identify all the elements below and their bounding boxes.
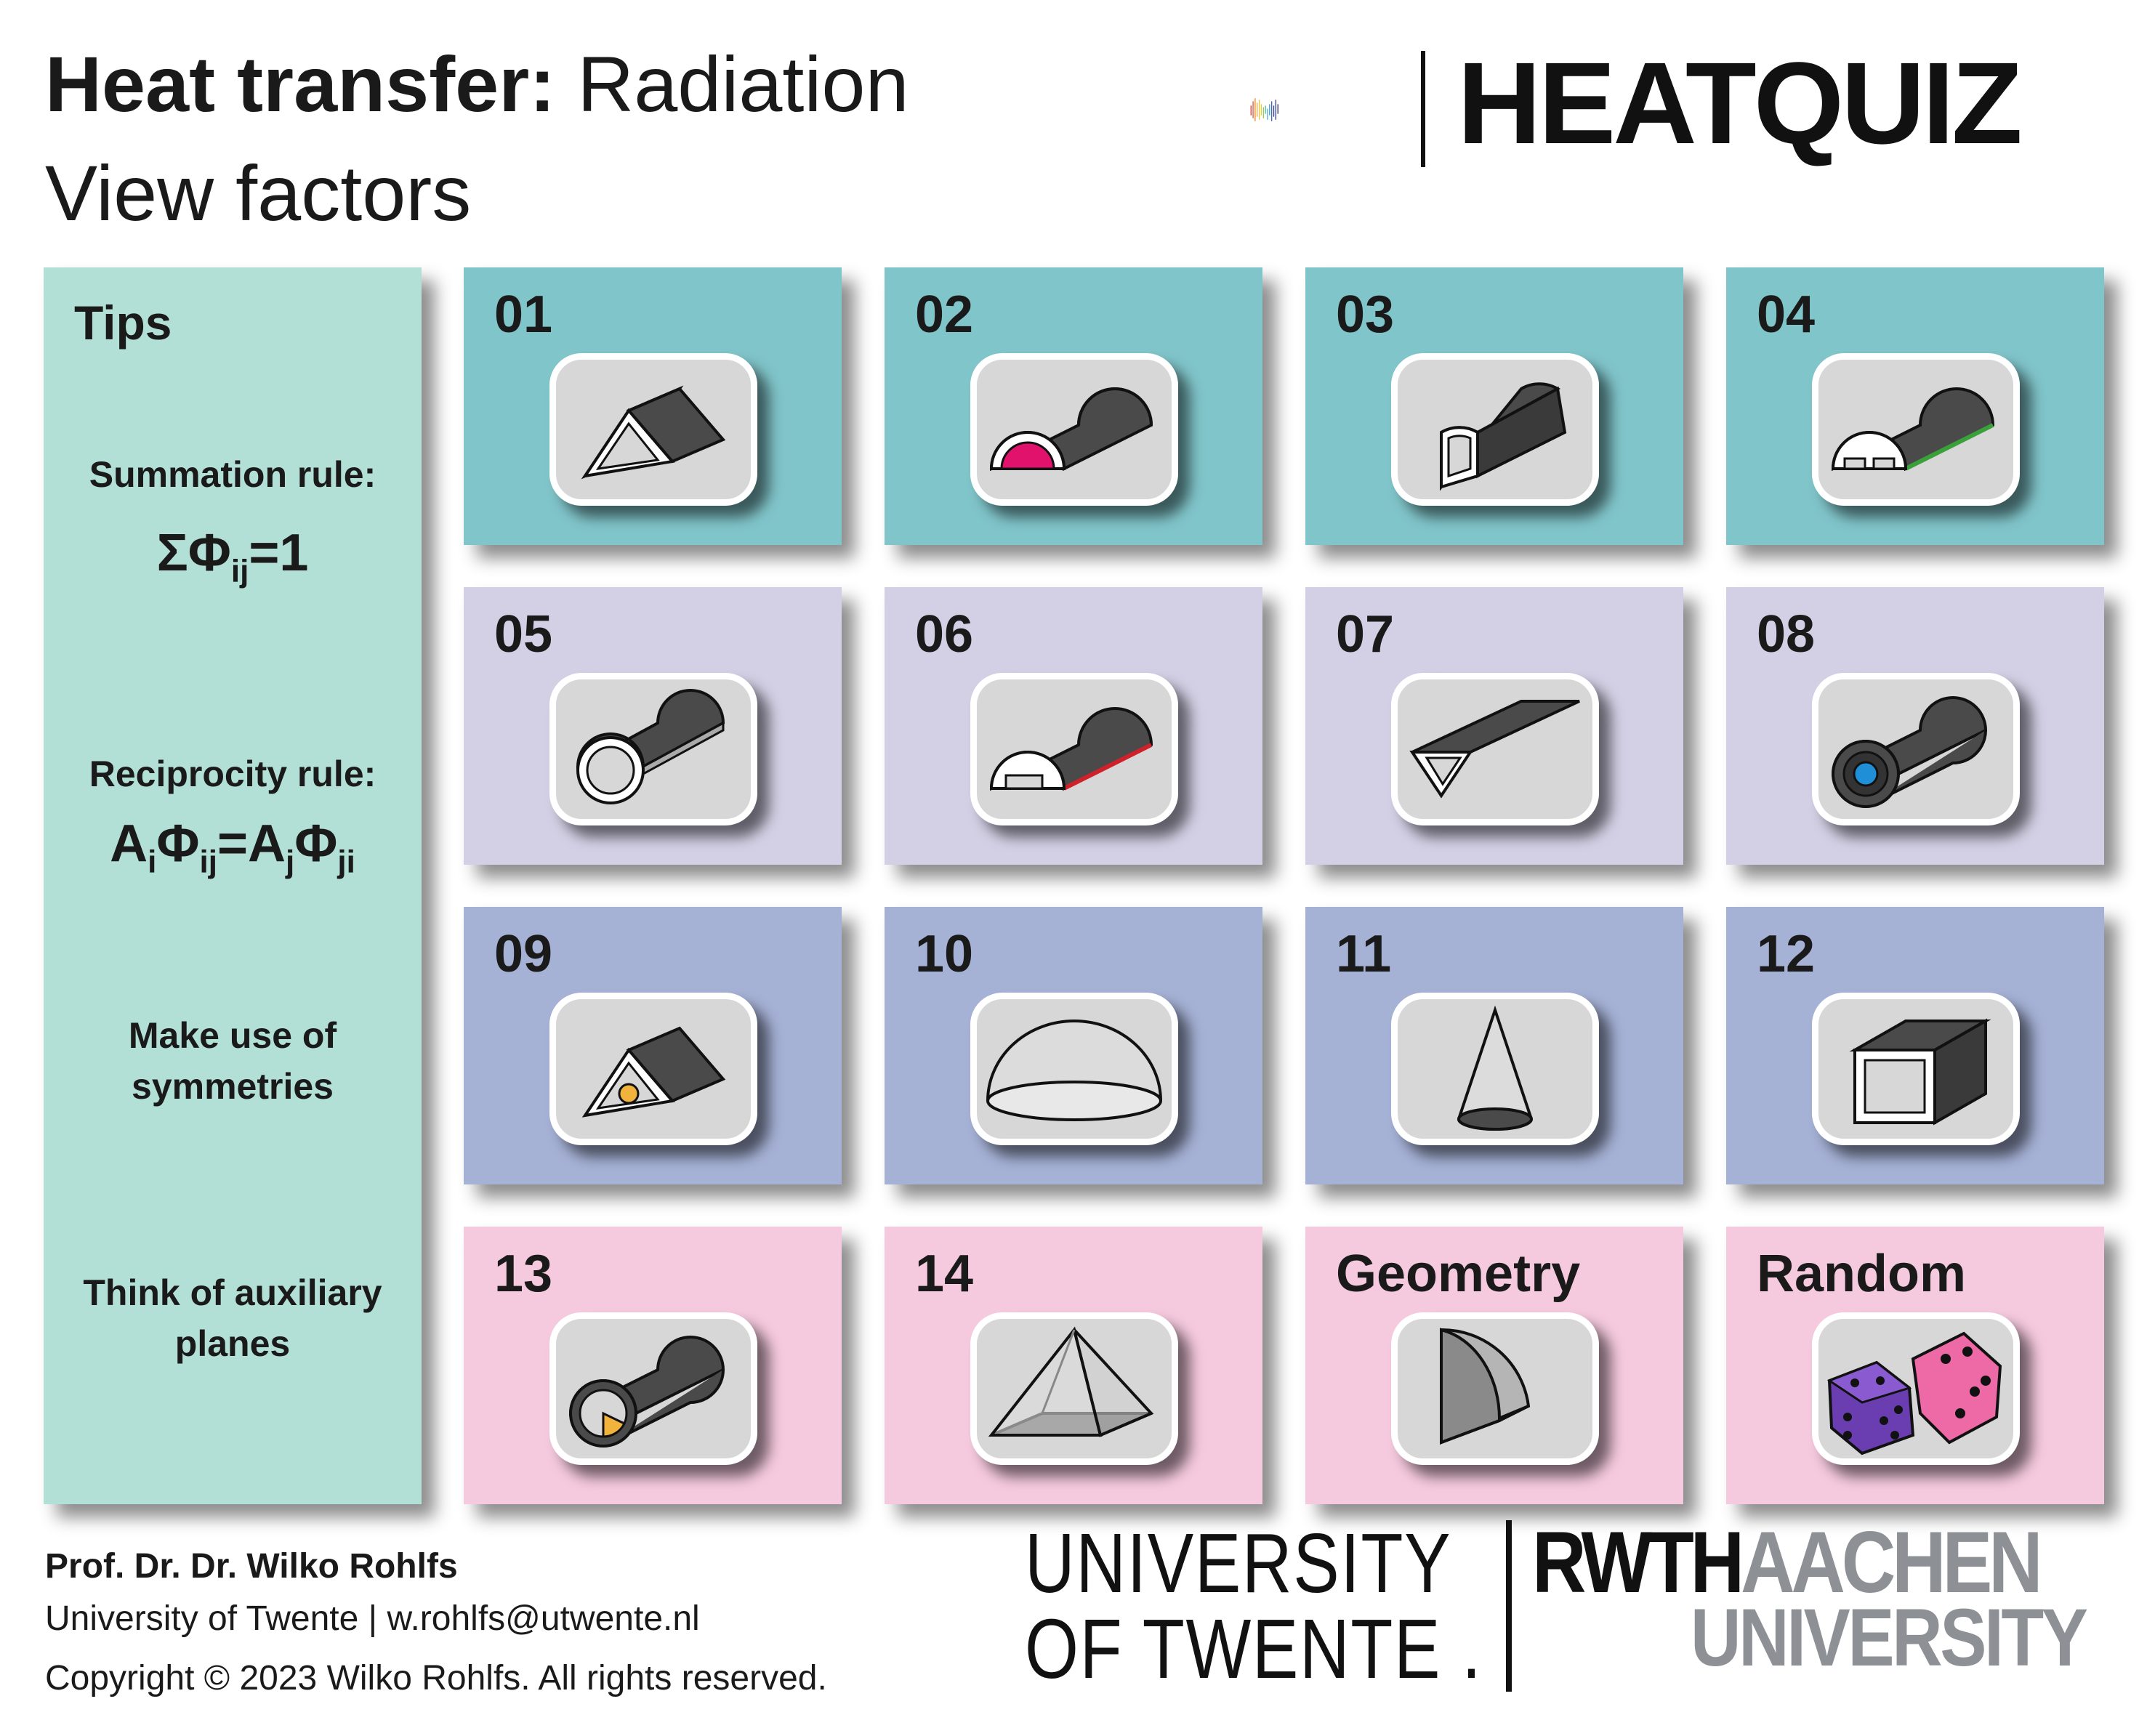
quarter-cylinder-icon: [1440, 382, 1567, 491]
tile-label: Random: [1757, 1245, 1966, 1303]
icon-frame[interactable]: [1812, 993, 2020, 1145]
half-cylinder-pink-icon: [989, 387, 1153, 472]
cylinder-with-segment-icon: [568, 1336, 725, 1448]
icon-frame[interactable]: [549, 993, 757, 1145]
icon-frame[interactable]: [549, 353, 757, 506]
tips-panel: Tips Summation rule: ΣΦij=1 Reciprocity …: [44, 267, 422, 1504]
summation-formula: ΣΦij=1: [156, 524, 309, 589]
tile-07[interactable]: 07: [1305, 587, 1683, 865]
tile-geometry[interactable]: Geometry: [1305, 1227, 1683, 1504]
square-duct-icon: [1849, 1018, 1991, 1126]
tips-title: Tips: [74, 296, 172, 350]
tile-09[interactable]: 09: [464, 907, 842, 1184]
university-of-twente-logo: UNIVERSITY OF TWENTE .: [1025, 1516, 1483, 1697]
tile-11[interactable]: 11: [1305, 907, 1683, 1184]
icon-frame[interactable]: [970, 1312, 1178, 1465]
tile-13[interactable]: 13: [464, 1227, 842, 1504]
icon-frame[interactable]: [549, 673, 757, 825]
auxiliary-planes-tip: Think of auxiliary planes: [83, 1272, 382, 1364]
pyramid-icon: [988, 1326, 1154, 1437]
icon-frame[interactable]: [1812, 673, 2020, 825]
icon-frame[interactable]: [1391, 353, 1599, 506]
icon-frame[interactable]: [970, 673, 1178, 825]
tile-01[interactable]: 01: [464, 267, 842, 545]
tile-label: 08: [1757, 605, 1816, 663]
tile-label: 03: [1336, 286, 1395, 344]
tile-label: 02: [915, 286, 974, 344]
icon-frame[interactable]: [970, 993, 1178, 1145]
page-subtitle: View factors: [45, 149, 472, 237]
half-cylinder-red-icon: [989, 707, 1153, 791]
tile-random[interactable]: Random: [1726, 1227, 2104, 1504]
icon-frame[interactable]: [1812, 1312, 2020, 1465]
geometry-icon: [1440, 1328, 1531, 1445]
tile-label: 05: [494, 605, 553, 663]
copyright: Copyright © 2023 Wilko Rohlfs. All right…: [45, 1659, 827, 1697]
tile-label: 04: [1757, 286, 1816, 344]
page-title: Heat transfer: Radiation: [45, 45, 909, 124]
tile-06[interactable]: 06: [885, 587, 1262, 865]
title-rest: Radiation: [555, 40, 909, 128]
rwth-university-label: UNIVERSITY: [1691, 1592, 2088, 1683]
cone-icon: [1457, 1005, 1534, 1131]
tile-label: 06: [915, 605, 974, 663]
icon-frame[interactable]: [1812, 353, 2020, 506]
tile-label: 10: [915, 925, 974, 983]
tile-02[interactable]: 02: [885, 267, 1262, 545]
tile-label: 12: [1757, 925, 1816, 983]
tile-label: 07: [1336, 605, 1395, 663]
triangular-prism-icon: [581, 385, 726, 480]
reciprocity-formula: AiΦij=AjΦji: [110, 815, 355, 880]
tile-12[interactable]: 12: [1726, 907, 2104, 1184]
author-name: Prof. Dr. Dr. Wilko Rohlfs: [45, 1547, 458, 1586]
tile-10[interactable]: 10: [885, 907, 1262, 1184]
hemisphere-icon: [986, 1020, 1162, 1121]
dice-icon: [1826, 1331, 2002, 1456]
logo-text: HEATQUIZ: [1457, 38, 2023, 168]
icon-frame[interactable]: [1391, 673, 1599, 825]
icon-frame[interactable]: [1391, 1312, 1599, 1465]
tile-label: 13: [494, 1245, 553, 1303]
prism-with-sphere-icon: [581, 1026, 726, 1118]
tile-05[interactable]: 05: [464, 587, 842, 865]
tile-08[interactable]: 08: [1726, 587, 2104, 865]
half-cylinder-green-icon: [1831, 387, 1995, 472]
inclined-plates-icon: [1409, 700, 1580, 799]
rwth-aachen-logo: RWTHAACHEN: [1532, 1514, 2043, 1611]
reciprocity-rule-label: Reciprocity rule:: [89, 754, 376, 794]
symmetry-tip: Make use of symmetries: [128, 1015, 337, 1107]
tile-04[interactable]: 04: [1726, 267, 2104, 545]
logo-divider: [1506, 1520, 1512, 1692]
concentric-half-cylinder-icon: [576, 689, 725, 804]
tile-label: 01: [494, 286, 553, 344]
tile-03[interactable]: 03: [1305, 267, 1683, 545]
icon-frame[interactable]: [970, 353, 1178, 506]
tile-label: 14: [915, 1245, 974, 1303]
concentric-cylinder-icon: [1831, 696, 1988, 808]
heatquiz-logo-icon: [1250, 98, 1278, 121]
summation-rule-label: Summation rule:: [89, 454, 376, 495]
affiliation: University of Twente | w.rohlfs@utwente.…: [45, 1599, 700, 1638]
tile-label: 09: [494, 925, 553, 983]
logo-divider: [1421, 51, 1425, 167]
icon-frame[interactable]: [1391, 993, 1599, 1145]
icon-frame[interactable]: [549, 1312, 757, 1465]
tile-14[interactable]: 14: [885, 1227, 1262, 1504]
title-bold: Heat transfer:: [45, 40, 556, 128]
tile-label: 11: [1336, 925, 1392, 983]
tile-label: Geometry: [1336, 1245, 1581, 1303]
